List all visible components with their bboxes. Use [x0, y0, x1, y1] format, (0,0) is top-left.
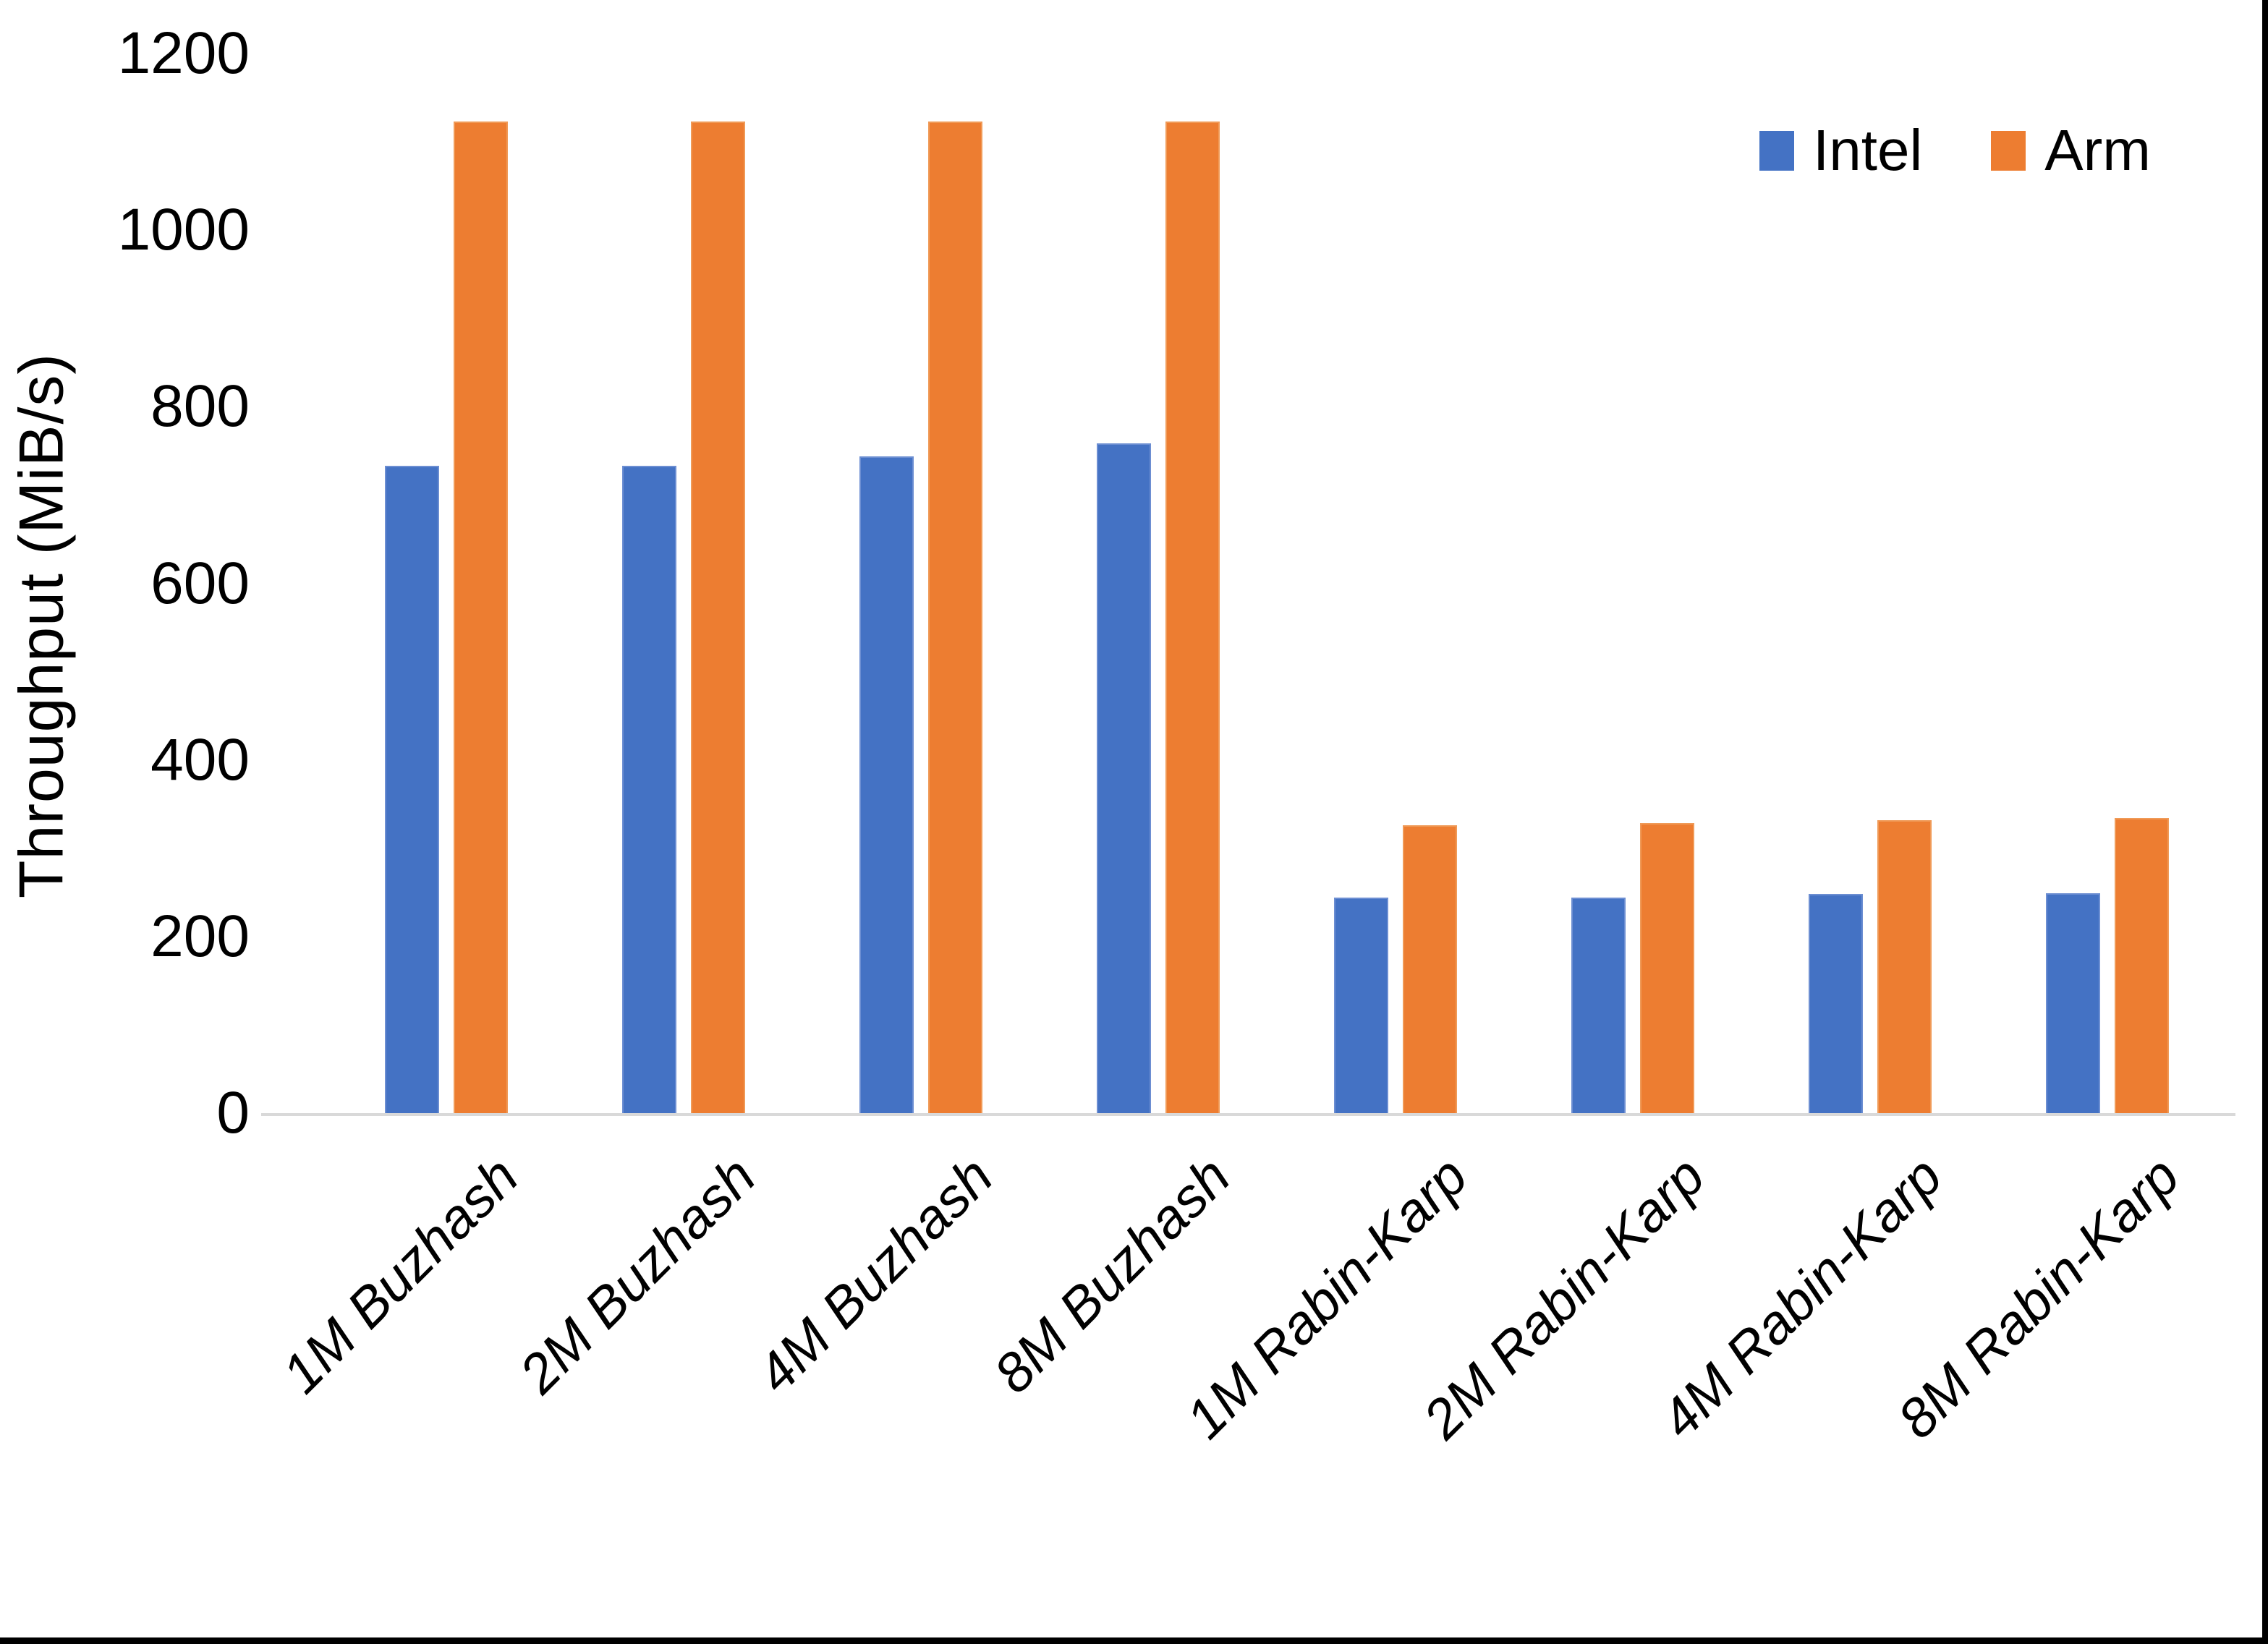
bar-arm-2m-buzhash — [691, 122, 745, 1115]
x-label-1m-buzhash: 1M Buzhash — [270, 1145, 530, 1405]
legend-item-arm: Arm — [1991, 122, 2151, 179]
bar-intel-4m-rabin-karp — [1809, 894, 1863, 1115]
y-tick-1000: 1000 — [117, 197, 250, 263]
y-tick-400: 400 — [150, 726, 250, 793]
bar-group-8m-rabin-karp — [2046, 818, 2169, 1115]
image-bottom-border — [0, 1637, 2268, 1644]
y-tick-800: 800 — [150, 373, 250, 440]
bar-arm-8m-buzhash — [1165, 122, 1220, 1115]
bar-group-1m-buzhash — [385, 122, 508, 1115]
bar-intel-1m-rabin-karp — [1334, 898, 1388, 1115]
image-right-border — [2262, 0, 2268, 1644]
legend-item-intel: Intel — [1759, 122, 1922, 179]
bar-arm-1m-rabin-karp — [1403, 825, 1457, 1115]
y-tick-1200: 1200 — [117, 20, 250, 87]
y-tick-0: 0 — [216, 1080, 250, 1146]
x-label-8m-buzhash: 8M Buzhash — [982, 1145, 1242, 1405]
bar-group-2m-rabin-karp — [1571, 823, 1694, 1115]
legend: Intel Arm — [1759, 122, 2151, 179]
bar-arm-4m-buzhash — [928, 122, 982, 1115]
bar-arm-8m-rabin-karp — [2115, 818, 2169, 1115]
bar-arm-2m-rabin-karp — [1640, 823, 1694, 1115]
y-tick-600: 600 — [150, 550, 250, 616]
x-label-2m-buzhash: 2M Buzhash — [507, 1145, 768, 1405]
bar-group-2m-buzhash — [622, 122, 745, 1115]
bar-intel-8m-buzhash — [1097, 443, 1151, 1115]
bar-intel-2m-buzhash — [622, 466, 676, 1115]
bar-group-4m-buzhash — [859, 122, 982, 1115]
y-tick-200: 200 — [150, 903, 250, 969]
x-label-4m-buzhash: 4M Buzhash — [744, 1145, 1005, 1405]
legend-label-arm: Arm — [2044, 118, 2151, 182]
y-axis-title: Throughput (MiB/s) — [7, 352, 77, 899]
bar-arm-4m-rabin-karp — [1877, 820, 1932, 1115]
bar-group-1m-rabin-karp — [1334, 825, 1457, 1115]
bar-group-8m-buzhash — [1097, 122, 1220, 1115]
bar-intel-8m-rabin-karp — [2046, 893, 2100, 1115]
bar-intel-4m-buzhash — [859, 456, 914, 1115]
legend-swatch-intel — [1759, 130, 1794, 171]
bar-intel-1m-buzhash — [385, 466, 439, 1115]
x-axis-line — [261, 1113, 2235, 1116]
legend-swatch-arm — [1991, 130, 2026, 171]
legend-label-intel: Intel — [1813, 118, 1923, 182]
bar-arm-1m-buzhash — [454, 122, 508, 1115]
bar-intel-2m-rabin-karp — [1571, 898, 1626, 1115]
bar-group-4m-rabin-karp — [1809, 820, 1932, 1115]
plot-area: 0 200 400 600 800 1000 1200 1M Buzhash 2M Buzha… — [118, 20, 2235, 1450]
